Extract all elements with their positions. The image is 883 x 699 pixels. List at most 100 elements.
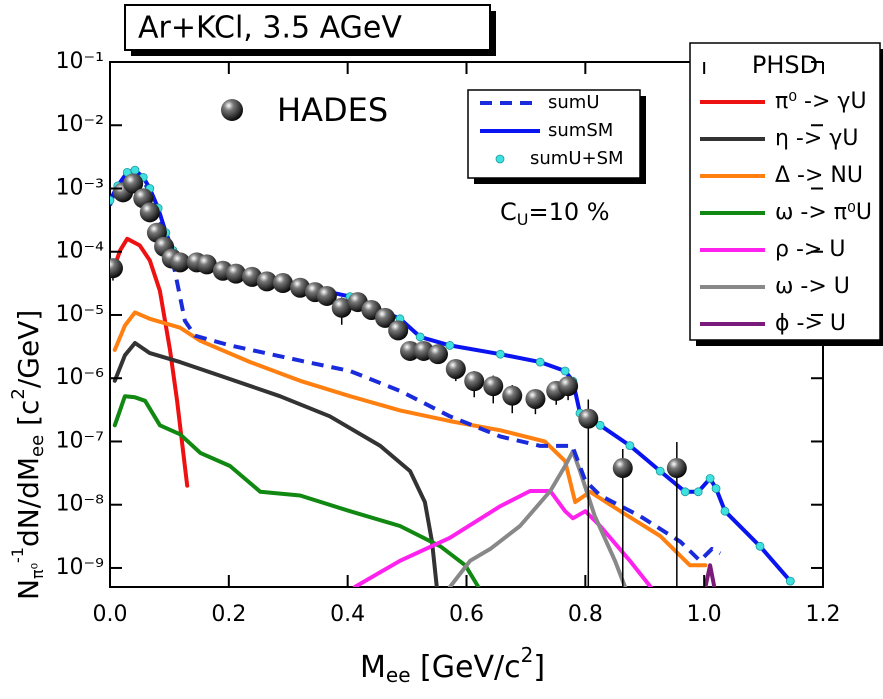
data-point: [578, 408, 599, 429]
data-point: [502, 385, 523, 406]
annotation-part: =10 %: [528, 198, 609, 226]
data-point: [680, 487, 690, 497]
data-point: [558, 376, 579, 397]
legend-label: ρ -> U: [775, 237, 845, 262]
data-point: [625, 441, 635, 451]
line: [112, 236, 190, 488]
y-tick-label: 10⁻⁷: [56, 428, 104, 453]
x-axis-label: Mee [GeV/c2]: [360, 643, 545, 687]
data-point: [196, 254, 217, 275]
x-tick-label: 0.8: [568, 602, 603, 627]
legend-label: η -> γU: [775, 126, 858, 151]
y-label-part: -1: [8, 547, 27, 563]
data-point: [785, 576, 795, 586]
data-point: [705, 474, 715, 483]
data-point: [612, 458, 633, 479]
x-tick-label: 1.2: [806, 602, 841, 627]
data-point: [655, 466, 665, 476]
legend-label: ϕ -> U: [775, 311, 846, 336]
y-tick-label: 10⁻⁴: [56, 239, 105, 264]
data-point: [427, 344, 448, 365]
line: [112, 341, 439, 587]
y-tick-label: 10⁻⁶: [56, 365, 105, 390]
y-label-part: ee: [27, 435, 48, 457]
x-label-part: M: [360, 650, 386, 685]
data-point: [256, 271, 277, 292]
data-point: [560, 366, 570, 376]
legend: HADES sumU sumSM sumU+SM π⁰ -> γU η -> γU Δ ->…: [221, 89, 872, 336]
legend-label: HADES: [277, 91, 388, 129]
chart-title: Ar+KCl, 3.5 AGeV: [138, 11, 402, 46]
line: [112, 394, 481, 587]
data-point: [170, 252, 191, 273]
data-point: [415, 332, 425, 342]
data-point: [388, 320, 409, 341]
legend-label: ω -> π⁰U: [775, 200, 872, 225]
data-point: [595, 420, 605, 430]
data-point: [272, 273, 293, 294]
data-point: [711, 484, 721, 493]
line: [703, 563, 717, 587]
data-point: [316, 285, 337, 306]
x-tick-label: 0.4: [330, 602, 365, 627]
x-label-part: 2: [521, 643, 534, 667]
y-tick-label: 10⁻³: [56, 175, 104, 200]
legend-label: sumU: [548, 92, 600, 113]
legend-label: Δ -> NU: [775, 163, 863, 188]
data-point: [123, 173, 144, 194]
x-tick-label: 0.0: [93, 602, 128, 627]
data-point: [666, 458, 687, 479]
data-point: [130, 165, 140, 175]
x-label-part: [GeV/c: [411, 650, 521, 685]
data-point: [445, 341, 455, 350]
data-point: [483, 376, 504, 397]
data-point: [110, 258, 123, 279]
line: [447, 449, 628, 587]
data-point: [693, 487, 703, 497]
legend-label: ω -> U: [775, 274, 850, 299]
annotation: CU=10 %: [500, 198, 610, 229]
title-box: [124, 4, 491, 51]
x-label-part: ee: [386, 663, 411, 687]
data-point: [720, 506, 730, 516]
data-point: [375, 307, 396, 328]
legend-marker: [221, 99, 243, 121]
y-axis-label: Nπ⁰-1dN/dMee [c2/GeV]: [8, 310, 49, 600]
legend-marker: [495, 154, 505, 164]
data-point: [495, 349, 505, 359]
legend-label: sumSM: [548, 120, 613, 141]
y-tick-label: 10⁻⁸: [56, 492, 105, 517]
y-label-part: 2: [8, 388, 29, 399]
data-point: [525, 388, 546, 409]
y-label-part: dN/dM: [12, 457, 45, 547]
y-label-part: [c: [12, 400, 45, 435]
annotation-part: C: [500, 198, 517, 226]
y-label-part: N: [12, 579, 45, 600]
data-point: [464, 371, 485, 392]
x-tick-label: 0.2: [211, 602, 246, 627]
y-tick-label: 10⁻¹: [56, 49, 104, 74]
legend-box: [467, 89, 641, 179]
data-point: [535, 357, 545, 367]
annotation-part: U: [517, 210, 529, 229]
legend-label: π⁰ -> γU: [775, 89, 867, 114]
legend-box: [689, 42, 881, 341]
y-label-part: π⁰: [28, 563, 47, 579]
y-tick-label: 10⁻⁹: [56, 555, 104, 580]
line: [112, 310, 708, 568]
plot-area: [110, 165, 795, 587]
data-point: [445, 358, 466, 379]
data-point: [139, 202, 160, 223]
y-label-part: /GeV]: [12, 310, 45, 388]
x-label-part: ]: [533, 650, 545, 685]
line: [110, 170, 722, 563]
data-point: [331, 297, 352, 318]
y-tick-label: 10⁻²: [56, 112, 104, 137]
data-point: [400, 340, 421, 361]
data-point: [755, 541, 765, 551]
data-point: [110, 195, 115, 205]
y-tick-label: 10⁻⁵: [56, 302, 104, 327]
legend-label: sumU+SM: [530, 148, 624, 169]
x-tick-label: 0.6: [449, 602, 484, 627]
